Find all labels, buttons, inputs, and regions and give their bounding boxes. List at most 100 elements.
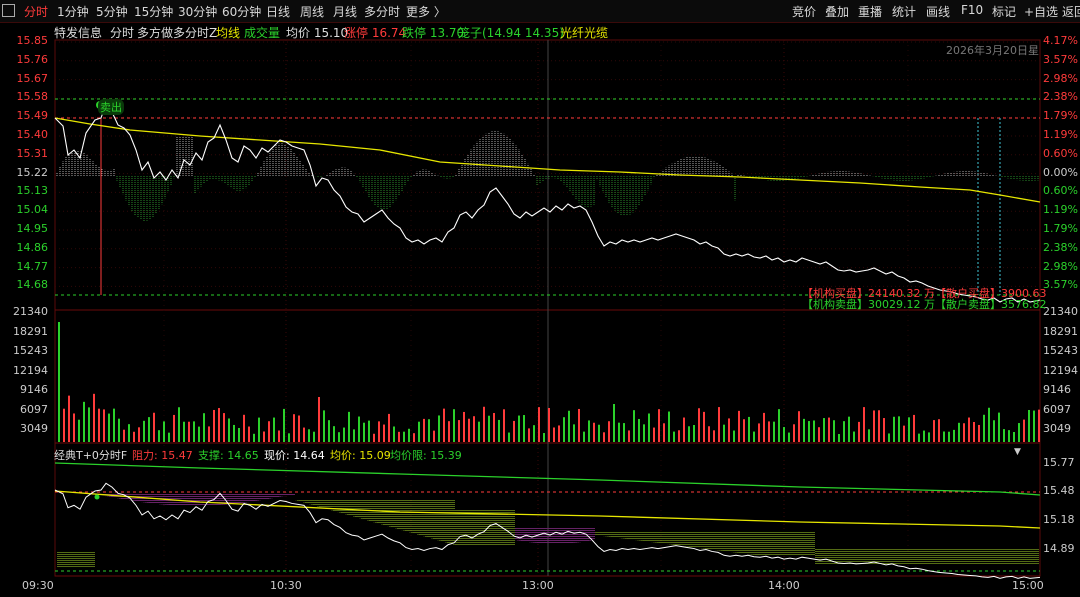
volume-bar bbox=[248, 426, 250, 442]
volume-bar bbox=[768, 421, 770, 442]
volume-bar bbox=[973, 421, 975, 442]
price-tick: 15.22 bbox=[16, 165, 49, 179]
volume-bar bbox=[728, 418, 730, 442]
volume-bar bbox=[363, 422, 365, 442]
price-tick: 14.86 bbox=[16, 240, 49, 254]
price-tick: 14.77 bbox=[16, 259, 49, 273]
volume-bar bbox=[818, 427, 820, 442]
volume-bar bbox=[263, 431, 265, 442]
volume-bar bbox=[923, 430, 925, 442]
volume-bar bbox=[258, 417, 260, 442]
volume-bar bbox=[333, 426, 335, 442]
tab-timeshare[interactable]: 分时 bbox=[24, 5, 49, 19]
volume-bar bbox=[278, 430, 280, 442]
dropdown-icon[interactable]: ▼ bbox=[1014, 447, 1021, 457]
volume-bar bbox=[1013, 431, 1015, 442]
price-tick: 15.85 bbox=[16, 34, 49, 47]
bid-button[interactable]: 竞价 bbox=[792, 5, 817, 19]
volume-bar bbox=[683, 417, 685, 442]
indicator-tick: 15.77 bbox=[1043, 456, 1075, 469]
volume-bar bbox=[108, 413, 110, 442]
price-tick: 15.49 bbox=[16, 109, 49, 123]
volume-bar bbox=[748, 416, 750, 442]
volume-bar bbox=[538, 407, 540, 442]
avg-price-label: 均价 15.10 bbox=[286, 26, 349, 40]
tab-1min[interactable]: 1分钟 bbox=[57, 5, 89, 19]
volume-tick: 6097 bbox=[1043, 402, 1071, 416]
mode-label: 分时 bbox=[110, 26, 135, 40]
volume-bar bbox=[558, 425, 560, 442]
volume-bar bbox=[488, 415, 490, 442]
tab-15min[interactable]: 15分钟 bbox=[134, 5, 174, 19]
volume-bar bbox=[518, 415, 520, 442]
volume-bar bbox=[958, 422, 960, 442]
volume-bar bbox=[358, 416, 360, 442]
volume-bar bbox=[948, 431, 950, 442]
tab-daily[interactable]: 日线 bbox=[266, 5, 291, 19]
tab-multi-timeshare[interactable]: 多分时 bbox=[364, 5, 401, 19]
percent-tick: 1.19% bbox=[1043, 203, 1078, 217]
avg-limit-label: 均价限: 15.39 bbox=[390, 449, 462, 462]
volume-bar bbox=[663, 423, 665, 442]
percent-tick: 2.38% bbox=[1043, 90, 1078, 104]
tab-weekly[interactable]: 周线 bbox=[300, 5, 325, 19]
volume-bar bbox=[953, 429, 955, 442]
back-button[interactable]: 返回 bbox=[1062, 5, 1080, 19]
volume-bar bbox=[98, 408, 100, 442]
volume-bar bbox=[798, 411, 800, 442]
avg-line-label: 均线 bbox=[216, 26, 241, 40]
tab-30min[interactable]: 30分钟 bbox=[178, 5, 218, 19]
volume-bar bbox=[188, 421, 190, 442]
volume-bar bbox=[673, 431, 675, 442]
volume-bar bbox=[408, 428, 410, 442]
volume-bar bbox=[618, 422, 620, 442]
volume-bar bbox=[893, 416, 895, 442]
f10-button[interactable]: F10 bbox=[961, 3, 984, 17]
volume-bar bbox=[653, 427, 655, 442]
volume-bar bbox=[843, 421, 845, 442]
volume-bar bbox=[873, 410, 875, 442]
volume-bar bbox=[883, 418, 885, 442]
replay-button[interactable]: 重播 bbox=[858, 5, 883, 19]
volume-bar bbox=[288, 433, 290, 442]
add-watchlist-button[interactable]: +自选 bbox=[1024, 5, 1059, 19]
tab-more[interactable]: 更多 〉 bbox=[406, 5, 446, 19]
volume-bar bbox=[903, 425, 905, 442]
tab-60min[interactable]: 60分钟 bbox=[222, 5, 262, 19]
volume-bar bbox=[828, 417, 830, 442]
volume-bar bbox=[298, 415, 300, 442]
formula-label[interactable]: 多方做多分时Z bbox=[137, 26, 218, 40]
draw-button[interactable]: 画线 bbox=[926, 5, 951, 19]
window-icon[interactable] bbox=[2, 4, 15, 17]
ind-price-line bbox=[54, 482, 1041, 579]
volume-bar bbox=[203, 413, 205, 442]
volume-bar bbox=[1038, 409, 1040, 442]
stats-button[interactable]: 统计 bbox=[892, 5, 917, 19]
volume-bar bbox=[693, 425, 695, 442]
volume-tick: 21340 bbox=[1043, 305, 1078, 318]
indicator-name[interactable]: 经典T+0分时F bbox=[54, 449, 128, 462]
concept-label[interactable]: 光纤光缆 bbox=[560, 26, 609, 40]
volume-bar bbox=[983, 414, 985, 442]
percent-tick: 0.60% bbox=[1043, 184, 1078, 198]
tab-monthly[interactable]: 月线 bbox=[333, 5, 358, 19]
mark-button[interactable]: 标记 bbox=[992, 5, 1017, 19]
volume-bar bbox=[383, 424, 385, 442]
price-line bbox=[54, 102, 1041, 303]
volume-bar bbox=[303, 427, 305, 442]
volume-tick: 15243 bbox=[13, 344, 48, 357]
volume-bar bbox=[133, 431, 135, 442]
overlay-button[interactable]: 叠加 bbox=[825, 5, 850, 19]
price-tick: 15.67 bbox=[16, 71, 49, 85]
volume-bar bbox=[803, 418, 805, 442]
volume-bar bbox=[398, 431, 400, 442]
main-histogram bbox=[56, 131, 1039, 221]
volume-bar bbox=[573, 424, 575, 442]
tab-5min[interactable]: 5分钟 bbox=[96, 5, 128, 19]
volume-bar bbox=[153, 412, 155, 442]
volume-bar bbox=[393, 426, 395, 442]
volume-bar bbox=[88, 407, 90, 442]
volume-bar bbox=[218, 408, 220, 442]
percent-tick: 0.00% bbox=[1043, 165, 1078, 179]
volume-bar bbox=[713, 430, 715, 442]
